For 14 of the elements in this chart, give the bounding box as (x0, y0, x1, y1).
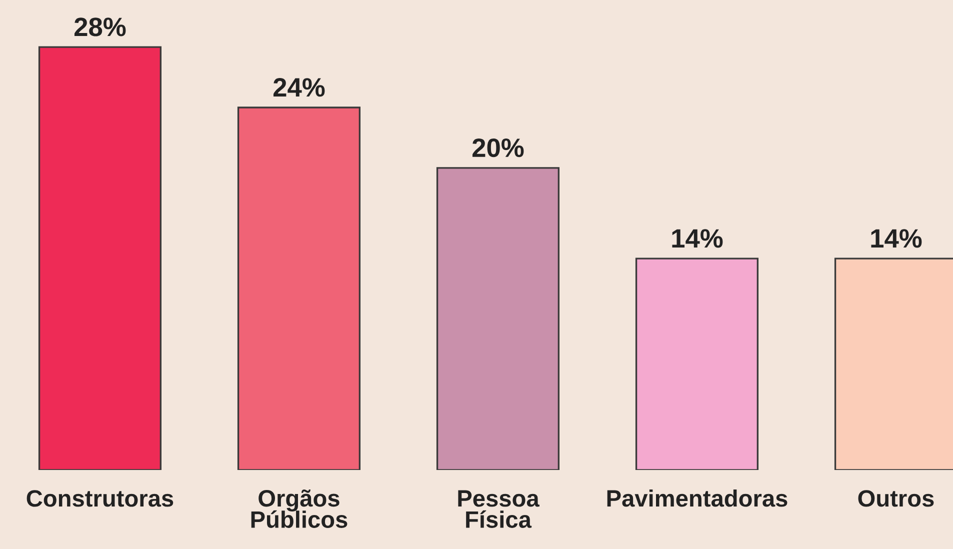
x-tick-label: Outros (858, 490, 934, 507)
bar (436, 167, 560, 470)
data-label: 24% (273, 78, 325, 97)
data-label: 20% (472, 138, 524, 158)
bar (635, 258, 759, 470)
data-label: 14% (672, 229, 723, 248)
x-tick-label: Pessoa Física (458, 490, 540, 528)
bar (237, 106, 361, 470)
x-tick-label: Construtoras (26, 490, 174, 507)
data-label: 28% (74, 18, 126, 36)
bar (38, 46, 162, 470)
data-label: 14% (871, 229, 922, 248)
x-tick-label: Orgãos Públicos (251, 489, 348, 528)
x-tick-label: Pavimentadoras (607, 489, 788, 507)
